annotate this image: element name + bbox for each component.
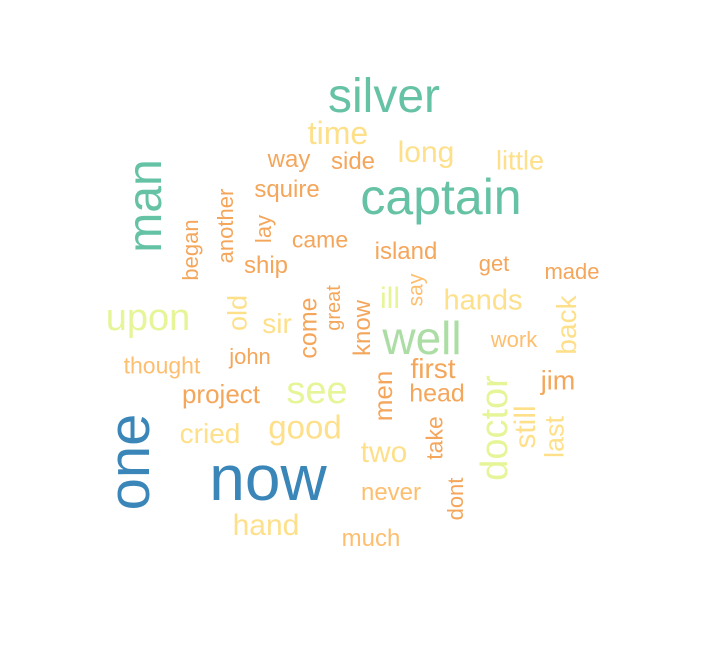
word-come: come [294, 297, 323, 359]
word-time: time [307, 115, 369, 151]
word-island: island [374, 238, 438, 265]
word-ill: ill [380, 282, 400, 315]
word-project: project [181, 379, 261, 409]
word-take: take [421, 416, 448, 460]
word-squire: squire [254, 176, 320, 203]
word-work: work [490, 327, 538, 352]
word-old: old [222, 294, 253, 332]
word-jim: jim [540, 365, 576, 396]
word-ship: ship [243, 252, 289, 279]
word-head: head [409, 379, 465, 408]
word-upon: upon [105, 297, 191, 339]
word-back: back [551, 295, 582, 355]
word-see: see [286, 370, 348, 412]
word-never: never [360, 479, 422, 506]
word-men: men [368, 370, 398, 422]
word-hand: hand [232, 509, 300, 542]
word-long: long [397, 136, 455, 169]
word-lay: lay [251, 214, 276, 244]
word-dont: dont [443, 477, 468, 521]
word-well: well [382, 312, 462, 364]
word-man: man [119, 159, 172, 253]
word-captain: captain [360, 169, 522, 225]
word-now: now [209, 442, 327, 514]
word-made: made [544, 259, 600, 284]
word-cried: cried [179, 418, 241, 449]
word-side: side [330, 148, 376, 175]
word-hands: hands [443, 284, 523, 317]
word-another: another [213, 188, 238, 264]
word-john: john [229, 344, 271, 369]
word-sir: sir [262, 308, 292, 339]
word-good: good [268, 408, 342, 446]
word-say: say [404, 273, 428, 307]
word-little: little [495, 145, 545, 176]
word-get: get [478, 251, 510, 276]
word-came: came [291, 226, 349, 253]
word-still: still [509, 405, 542, 449]
word-thought: thought [123, 352, 201, 379]
word-great: great [323, 285, 345, 331]
word-last: last [539, 415, 570, 459]
word-two: two [360, 436, 408, 469]
word-one: one [97, 413, 162, 511]
word-way: way [267, 146, 311, 173]
word-first: first [410, 353, 456, 384]
word-silver: silver [327, 70, 441, 123]
word-much: much [341, 525, 401, 552]
word-began: began [178, 219, 203, 281]
word-know: know [349, 299, 376, 357]
